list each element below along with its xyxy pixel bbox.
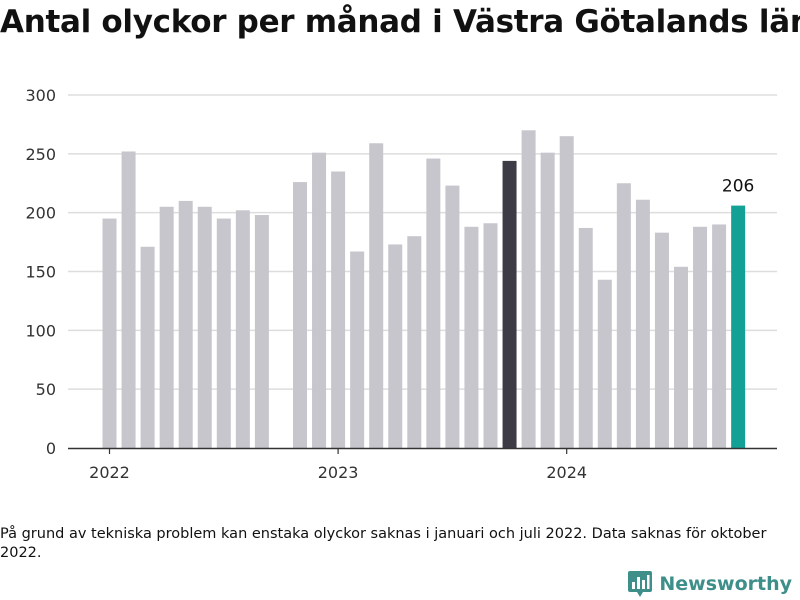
bar: [178, 200, 193, 448]
bar: [159, 206, 174, 448]
bar: [464, 226, 479, 448]
y-axis-ticks: 0 50 100 150 200 250 300: [25, 86, 56, 458]
x-tick-label: 2022: [89, 463, 130, 482]
bar: [121, 151, 136, 449]
bar: [578, 227, 593, 448]
bar: [540, 152, 555, 448]
bar: [597, 279, 612, 448]
data-label: 206: [722, 177, 754, 197]
bar: [331, 171, 346, 448]
bar: [235, 210, 250, 448]
bar-chart: 0 50 100 150 200 250 300 2022 2023 2024 206: [25, 86, 777, 482]
data-labels: 206: [722, 177, 754, 197]
bar: [254, 215, 269, 448]
y-tick-label: 200: [25, 204, 56, 223]
y-tick-label: 150: [25, 263, 56, 282]
bar: [693, 226, 708, 448]
bar: [102, 218, 117, 448]
y-tick-label: 300: [25, 86, 56, 105]
bar: [388, 244, 403, 448]
y-tick-label: 100: [25, 321, 56, 340]
bar: [521, 130, 536, 449]
bar: [712, 224, 727, 448]
bar: [445, 185, 460, 448]
y-tick-label: 50: [36, 380, 56, 399]
bar: [559, 136, 574, 448]
bar: [616, 183, 631, 448]
x-axis-ticks: 2022 2023 2024: [89, 448, 587, 482]
bar: [369, 143, 384, 448]
bar: [635, 199, 650, 448]
gridlines: [68, 94, 777, 390]
brand-name: Newsworthy: [659, 573, 792, 595]
bar: [216, 218, 231, 448]
brand-logo: Newsworthy: [627, 570, 792, 598]
x-tick-label: 2024: [546, 463, 587, 482]
bar: [502, 160, 517, 449]
bar: [140, 246, 155, 448]
bar: [483, 223, 498, 448]
bar: [426, 158, 441, 449]
bar: [407, 236, 422, 448]
bar-chart-logo-icon: [628, 571, 653, 597]
bar: [731, 205, 746, 448]
y-tick-label: 250: [25, 145, 56, 164]
footnote: På grund av tekniska problem kan enstaka…: [0, 526, 767, 561]
chart-title: Antal olyckor per månad i Västra Götalan…: [0, 4, 800, 40]
bar: [197, 206, 212, 448]
x-tick-label: 2023: [318, 463, 359, 482]
bar: [293, 182, 307, 448]
y-tick-label: 0: [46, 439, 56, 458]
bars: [102, 130, 746, 449]
bar: [312, 152, 327, 448]
bar: [674, 266, 688, 448]
bar: [654, 232, 669, 448]
bar: [350, 251, 365, 448]
